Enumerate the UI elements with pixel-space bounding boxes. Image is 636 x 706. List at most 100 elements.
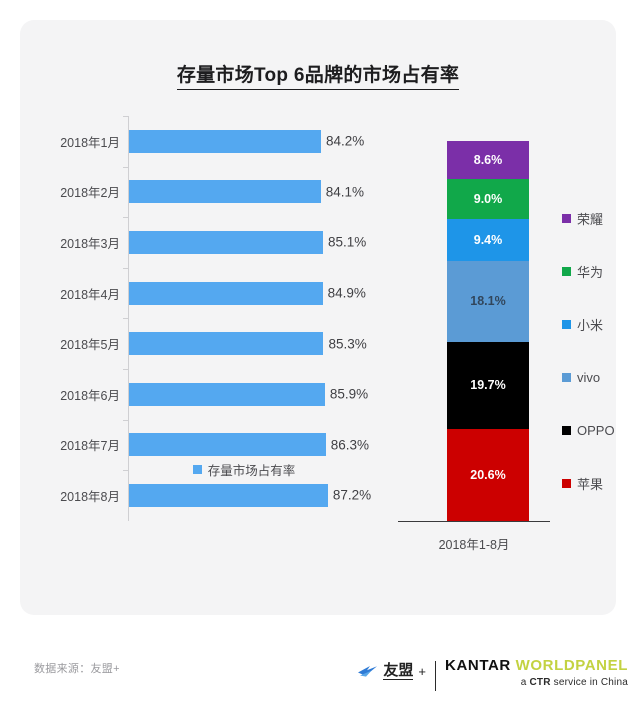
kantar-worldpanel-logo: KANTAR WORLDPANEL a CTR service in China [445,657,628,688]
bar-row: 2018年2月 84.1% [28,166,376,218]
page-title: 存量市场Top 6品牌的市场占有率 [20,60,616,90]
bar-fill [129,129,321,153]
bar-row: 2018年4月 84.9% [28,267,376,319]
axis-tick [123,470,129,472]
bar-fill [129,180,321,204]
tagline-ctr: CTR [529,677,551,689]
monthly-share-bar-chart: 2018年1月 84.2% 2018年2月 84.1% 2018年3月 85.1% 2018… [28,100,376,540]
brand-legend-swatch [562,214,571,223]
stacked-chart-x-label: 2018年1-8月 [438,538,510,552]
bar-fill [129,483,328,507]
umeng-wordmark: 友盟 [383,662,414,680]
legend-label-share: 存量市场占有率 [207,464,296,478]
bar-fill [129,433,326,457]
brand-legend-item[interactable]: OPPO [562,404,636,457]
bar-track: 85.3% [129,332,376,356]
bar-category-label: 2018年1月 [60,135,120,150]
brand-legend-label: 小米 [577,318,604,333]
brand-legend-label: 荣耀 [577,212,604,227]
bar-value-label: 85.9% [329,386,369,402]
bar-value-label: 86.3% [330,437,370,453]
bar-category-label: 2018年6月 [60,388,120,403]
stack-segment: 18.1% [447,261,529,342]
axis-tick [123,267,129,269]
bar-track: 84.2% [129,129,376,153]
brand-legend-swatch [562,267,571,276]
bar-row: 2018年3月 85.1% [28,217,376,268]
axis-tick [123,217,129,219]
bar-row: 2018年1月 84.2% [28,116,376,167]
brand-legend-swatch [562,426,571,435]
bar-fill [129,230,324,254]
brand-legend: 荣耀华为小米 vivo OPPO 苹果 [562,192,636,510]
bar-category-label: 2018年3月 [60,236,120,251]
axis-tick [123,419,129,421]
kantar-word: KANTAR [445,657,511,674]
stack-segment: 9.4% [447,219,529,262]
brand-legend-item[interactable]: vivo [562,351,636,404]
page-title-text: 存量市场Top 6品牌的市场占有率 [176,65,460,90]
bar-rows-container: 2018年1月 84.2% 2018年2月 84.1% 2018年3月 85.1% 2018… [28,116,376,521]
kantar-tagline: a CTR service in China [521,677,628,688]
bar-value-label: 84.9% [327,285,366,301]
brand-legend-label: 华为 [577,265,604,280]
bar-fill [129,382,325,406]
brand-legend-item[interactable]: 小米 [562,298,636,351]
stacked-bar-column: 8.6% 9.0% 9.4% 18.1% 19.7% 20.6% [447,141,529,521]
bar-fill [129,281,323,305]
bar-category-label: 2018年4月 [60,287,120,302]
bar-value-label: 87.2% [332,487,372,503]
bar-row: 2018年5月 85.3% [28,318,376,369]
bar-fill [129,332,324,356]
bar-track: 85.9% [129,382,376,406]
bar-row: 2018年8月 87.2% [28,470,376,521]
bar-row: 2018年7月 86.3% [28,419,376,471]
chart-card: 存量市场Top 6品牌的市场占有率 2018年1月 84.2% 2018年2月 84.… [20,20,616,615]
legend-swatch-share [192,465,202,474]
bar-value-label: 84.1% [325,184,365,200]
bar-value-label: 85.3% [328,336,367,352]
bar-category-label: 2018年5月 [60,338,120,353]
data-source-note: 数据来源：友盟+ [34,663,120,675]
x-axis-line [398,521,550,523]
brand-legend-label: OPPO [577,423,615,438]
stack-segment: 8.6% [447,141,529,180]
umeng-logo: 友盟 + [357,657,426,680]
tagline-prefix: a [520,677,530,689]
bar-value-label: 85.1% [328,234,367,250]
brand-legend-swatch [562,373,571,382]
bar-chart-legend: 存量市场占有率 [120,460,368,479]
bar-track: 86.3% [129,433,376,457]
bar-category-label: 2018年2月 [60,186,120,201]
stack-segment: 19.7% [447,341,529,430]
bar-row: 2018年6月 85.9% [28,368,376,420]
brand-legend-label: vivo [577,370,601,385]
logo-bar: 友盟 + KANTAR WORLDPANEL a CTR service in … [357,657,628,691]
umeng-plus: + [418,663,427,679]
axis-tick [123,318,129,320]
axis-tick [123,116,129,117]
brand-legend-item[interactable]: 荣耀 [562,192,636,245]
brand-legend-swatch [562,479,571,488]
brand-legend-item[interactable]: 苹果 [562,457,636,510]
bar-track: 84.1% [129,180,376,204]
logo-divider [435,661,437,691]
axis-tick [123,368,129,370]
stack-segment: 9.0% [447,179,529,220]
kantar-wordmark: KANTAR WORLDPANEL [445,657,628,674]
bar-track: 84.9% [129,281,376,305]
stack-segment: 20.6% [447,429,529,521]
axis-tick [123,166,129,168]
bar-category-label: 2018年8月 [60,489,120,504]
worldpanel-word: WORLDPANEL [515,657,628,674]
bar-track: 87.2% [129,483,376,507]
brand-legend-label: 苹果 [577,477,604,492]
bar-value-label: 84.2% [325,133,365,149]
bar-track: 85.1% [129,230,376,254]
umeng-swoosh-icon [357,663,379,679]
bar-category-label: 2018年7月 [60,439,120,454]
brand-legend-item[interactable]: 华为 [562,245,636,298]
brand-legend-swatch [562,320,571,329]
brand-share-stacked-chart: 8.6% 9.0% 9.4% 18.1% 19.7% 20.6% 2018年1-8月 荣耀… [390,100,616,552]
tagline-suffix: service in China [550,677,628,689]
